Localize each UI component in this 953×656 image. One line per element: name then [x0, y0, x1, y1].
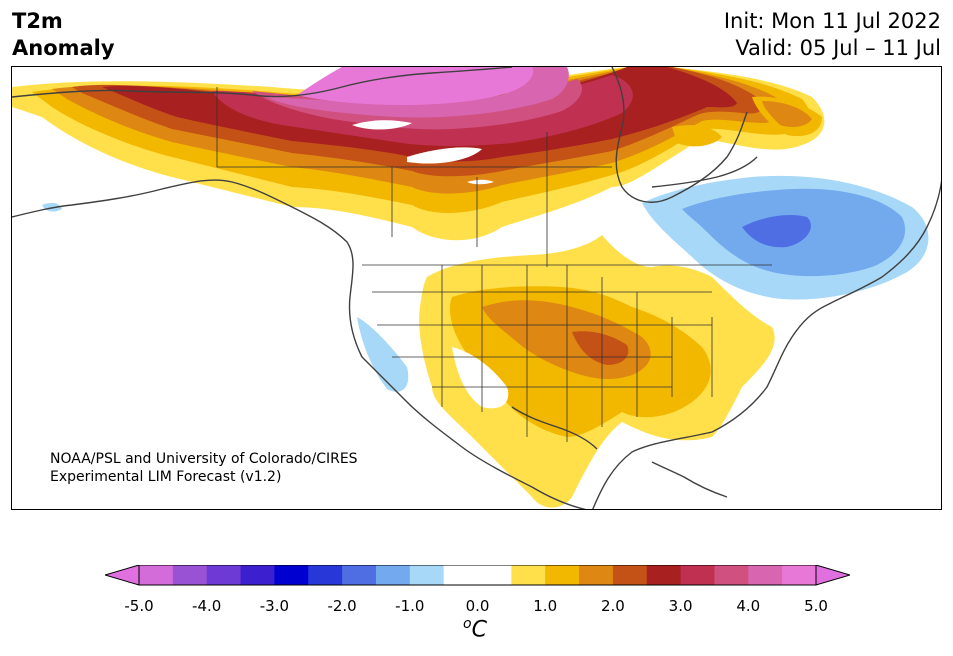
colorbar-ticks: -5.0 -4.0 -3.0 -2.0 -1.0 0.0 1.0 2.0 3.0 4.0 5.0: [0, 597, 953, 617]
unit-label: C: [471, 617, 487, 643]
init-date: Init: Mon 11 Jul 2022: [723, 9, 941, 33]
anomaly-region-us-white: [452, 347, 509, 409]
colorbar-segment: [443, 565, 478, 585]
colorbar-segment: [477, 565, 512, 585]
colorbar-segment: [782, 565, 817, 585]
title-line1: T2m: [12, 9, 63, 33]
valid-range: Valid: 05 Jul – 11 Jul: [735, 36, 941, 60]
colorbar-tick-label: -5.0: [124, 597, 154, 615]
colorbar-segment: [612, 565, 648, 585]
anomaly-region-quebec-cold-3: [742, 215, 811, 248]
colorbar-segment: [409, 565, 445, 585]
state-borders: [216, 87, 772, 442]
colorbar-tick-label: -1.0: [395, 597, 425, 615]
colorbar-segment: [375, 565, 411, 585]
title-line2: Anomaly: [12, 36, 115, 60]
colorbar-over-arrow: [815, 565, 850, 586]
colorbar-segment: [274, 565, 309, 585]
colorbar-segment: [680, 565, 715, 585]
credit: NOAA/PSL and University of Colorado/CIRE…: [50, 450, 358, 486]
colorbar-tick-label: 5.0: [804, 597, 828, 615]
colorbar-tick-label: -2.0: [327, 597, 357, 615]
colorbar-segment: [579, 565, 614, 585]
credit-line2: Experimental LIM Forecast (v1.2): [50, 469, 282, 485]
anomaly-region-north-8: [267, 67, 569, 118]
unit-superscript: o: [463, 616, 472, 632]
colorbar-tick-label: -4.0: [192, 597, 222, 615]
anomaly-map: NOAA/PSL and University of Colorado/CIRE…: [11, 66, 942, 510]
coastlines: [12, 67, 941, 509]
colorbar-segment: [714, 565, 749, 585]
colorbar-tick-label: 3.0: [668, 597, 693, 615]
anomaly-region-labrador-inner: [762, 101, 812, 127]
forecast-info: Init: Mon 11 Jul 2022 Valid: 05 Jul – 11…: [724, 8, 941, 62]
colorbar-tick-label: 1.0: [533, 597, 558, 615]
map-canvas: [12, 67, 941, 509]
colorbar-segment: [511, 565, 546, 585]
colorbar-tick-label: -3.0: [259, 597, 290, 615]
colorbar-segment: [206, 565, 242, 585]
colorbar-segment: [240, 565, 275, 585]
colorbar-tick-label: 2.0: [600, 597, 625, 615]
anomaly-region-west-cold: [357, 317, 409, 392]
colorbar-segment: [646, 565, 682, 585]
colorbar-segment: [748, 565, 783, 585]
colorbar-tick-label: 0.0: [465, 597, 490, 615]
colorbar-segment: [545, 565, 580, 585]
colorbar-segments: [139, 565, 817, 585]
colorbar-tick-label: 4.0: [736, 597, 761, 615]
anomaly-region-us-4: [572, 331, 629, 365]
colorbar-segment: [308, 565, 343, 585]
credit-line1: NOAA/PSL and University of Colorado/CIRE…: [50, 451, 358, 467]
colorbar-segment: [342, 565, 377, 585]
colorbar-under-arrow: [105, 565, 140, 586]
colorbar-segment: [172, 565, 208, 585]
colorbar-unit: oC: [463, 616, 487, 642]
hudson-bay: [352, 120, 494, 185]
anomaly-region-north-9: [297, 67, 534, 105]
colorbar-segment: [139, 565, 174, 585]
anomaly-region-north-7: [252, 79, 582, 130]
colorbar-frame: [138, 565, 817, 586]
map-title: T2m Anomaly: [12, 8, 115, 62]
colorbar: [105, 565, 850, 586]
